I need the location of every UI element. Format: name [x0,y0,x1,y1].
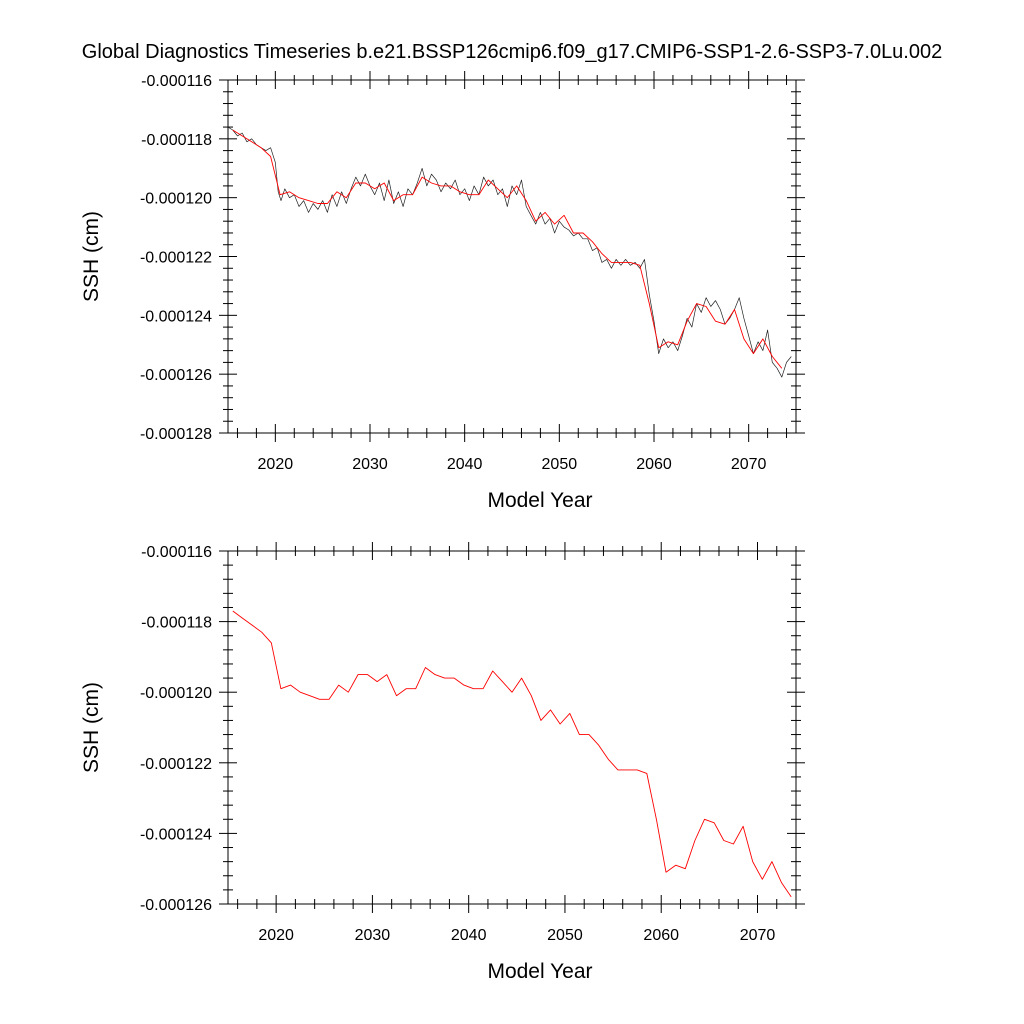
y-tick-label: -0.000126 [140,367,212,384]
annual-mean-line [232,129,783,369]
x-tick-label: 2070 [731,456,767,473]
x-axis-title: Model Year [487,960,592,983]
x-tick-label: 2030 [355,927,391,944]
x-tick-label: 2040 [451,927,487,944]
x-tick-label: 2060 [643,927,679,944]
y-tick-label: -0.000124 [140,826,212,843]
chart-title: Global Diagnostics Timeseries b.e21.BSSP… [81,41,943,63]
y-tick-label: -0.000116 [141,73,212,90]
y-tick-label: -0.000124 [140,308,212,325]
x-tick-label: 2020 [258,456,294,473]
annual-mean-line [232,610,792,898]
y-tick-label: -0.000128 [140,426,212,443]
y-tick-label: -0.000120 [140,685,212,702]
x-tick-label: 2050 [547,927,583,944]
x-tick-label: 2060 [636,456,672,473]
y-tick-label: -0.000122 [140,756,212,773]
x-tick-label: 2030 [352,456,388,473]
x-tick-label: 2070 [740,927,776,944]
y-axis-title: SSH (cm) [80,211,103,302]
x-tick-label: 2020 [258,927,294,944]
y-tick-label: -0.000120 [140,191,212,208]
y-tick-label: -0.000126 [140,897,212,914]
x-tick-label: 2040 [447,456,483,473]
monthly-points [227,127,792,378]
annual-points [232,129,782,369]
x-axis-title: Model Year [487,489,592,512]
y-axis-title: SSH (cm) [80,682,103,773]
plot-frame [227,79,797,434]
y-tick-label: -0.000116 [141,544,212,561]
y-tick-label: -0.000118 [141,132,212,149]
top-panel: 2020 2030 2040 2050 2060 2070 -0.000128 -0.0001… [80,71,805,512]
y-tick-label: -0.000122 [140,250,212,267]
y-tick-label: -0.000118 [141,615,212,632]
annual-points [232,610,792,897]
monthly-line [227,126,792,378]
bottom-panel: 2020 2030 2040 2050 2060 2070 -0.000126 -0.0001… [80,542,805,983]
x-tick-label: 2050 [542,456,578,473]
plot-frame [227,550,797,905]
